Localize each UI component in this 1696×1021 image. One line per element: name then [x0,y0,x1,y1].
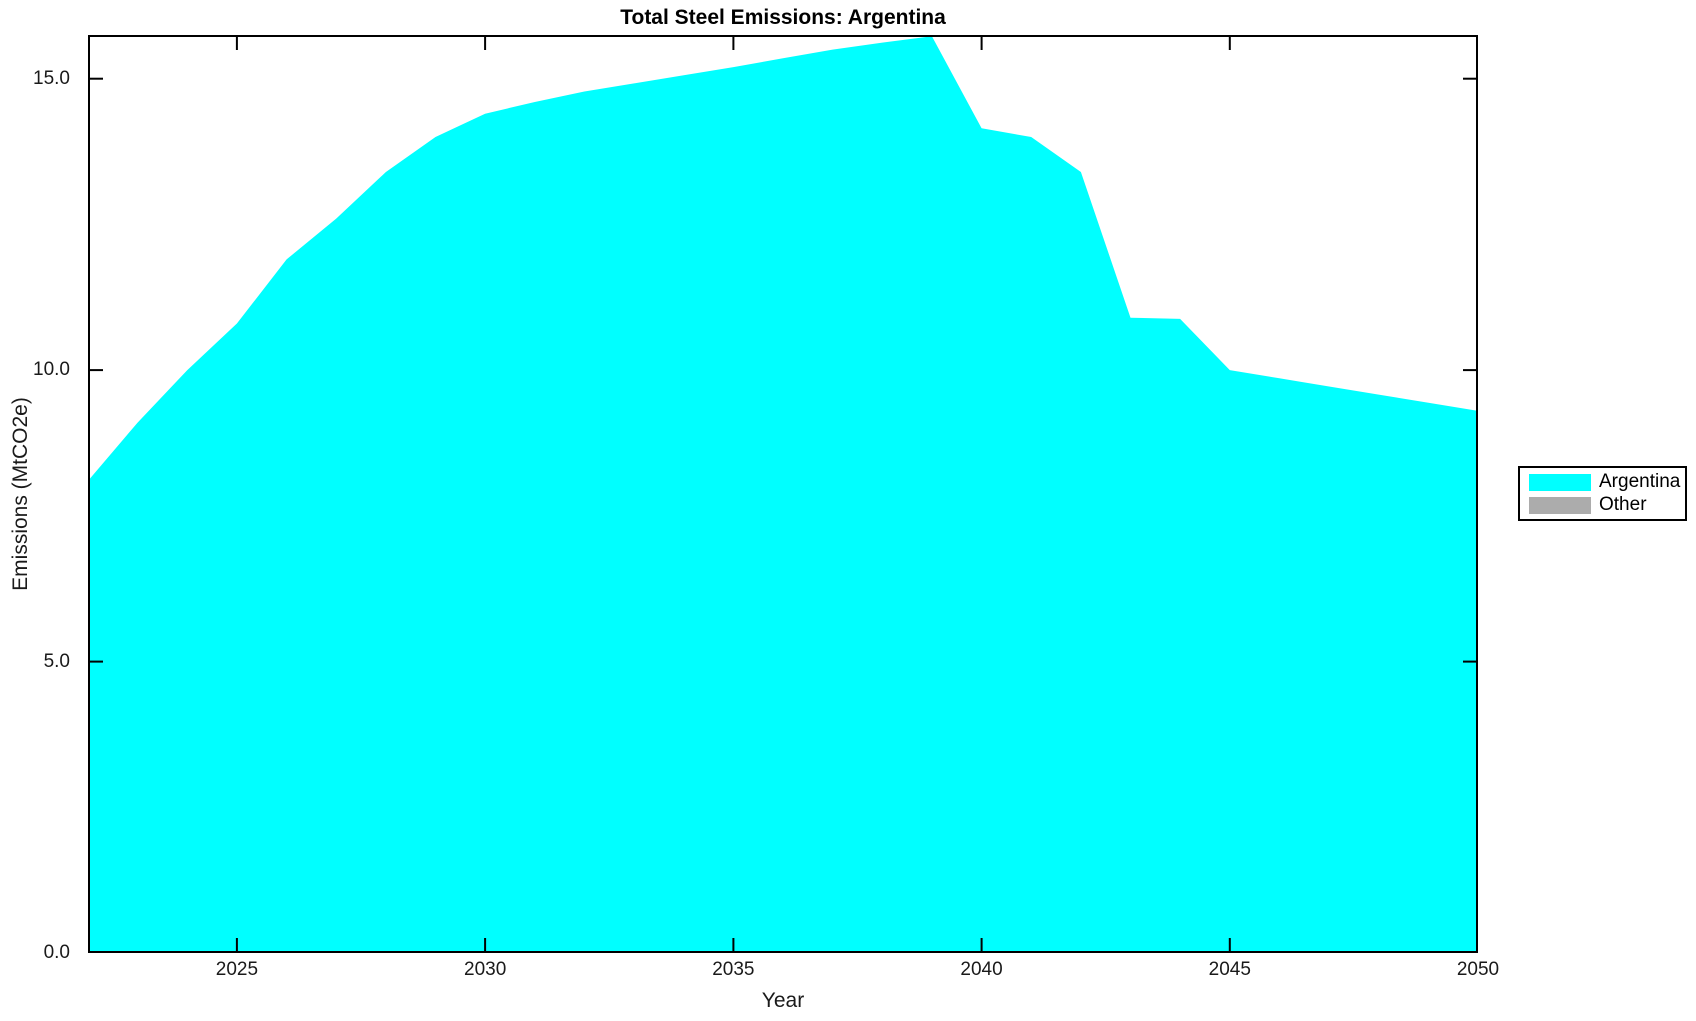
area-chart-canvas [88,35,1478,953]
x-tick-label-2045: 2045 [1208,959,1251,980]
x-tick-label-2025: 2025 [215,959,259,980]
legend-label-other: Other [1599,494,1647,515]
y-tick-label-0.0: 0.0 [43,942,70,963]
area-series-argentina [88,36,1478,953]
x-axis-label: Year [761,989,805,1012]
legend: Argentina Other [1518,466,1687,521]
y-tick-label-5.0: 5.0 [43,650,70,672]
legend-entry-other: Other [1529,494,1685,515]
plot-frame [88,35,1478,953]
x-tick-label-2035: 2035 [712,959,755,980]
legend-entry-argentina: Argentina [1529,471,1685,492]
legend-swatch-argentina [1529,473,1591,491]
x-tick-label-2050: 2050 [1456,959,1500,980]
y-tick-label-10.0: 10.0 [33,359,70,381]
legend-label-argentina: Argentina [1599,471,1681,492]
legend-swatch-other [1529,496,1591,514]
plot-area [88,35,1478,953]
x-tick-label-2040: 2040 [960,959,1003,980]
y-axis-label: Emissions (MtCO2e) [9,397,32,591]
y-tick-label-15.0: 15.0 [33,67,70,89]
x-tick-label-2030: 2030 [464,959,507,980]
chart-title: Total Steel Emissions: Argentina [620,6,946,29]
